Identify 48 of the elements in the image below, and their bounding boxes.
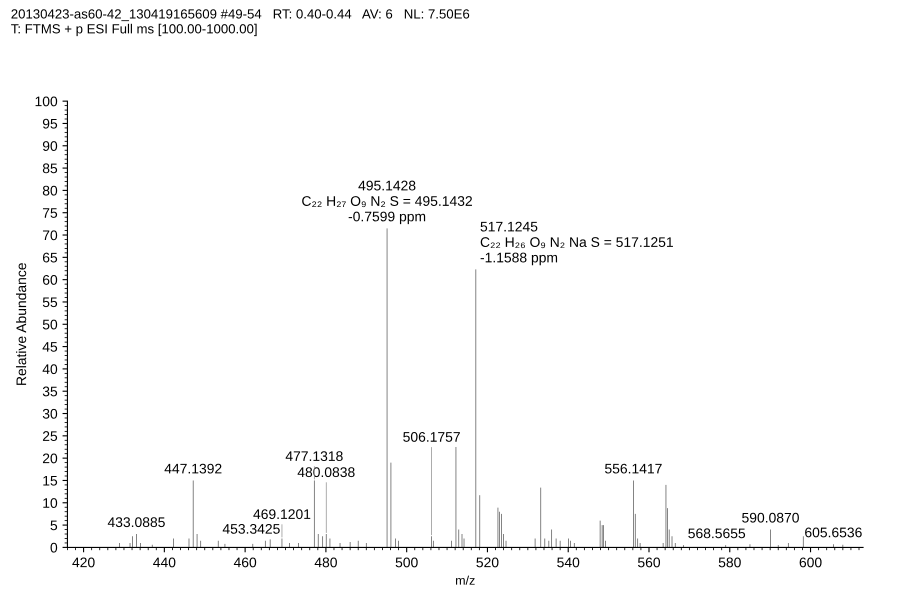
y-tick-label: 10 xyxy=(43,498,58,508)
y-tick-label: 80 xyxy=(42,186,58,196)
annotation: 517.1245 C₂₂ H₂₆ O₉ N₂ Na S = 517.1251 -1.1588 ppm xyxy=(480,222,673,266)
annotation: 477.1318 xyxy=(286,451,343,462)
x-tick-label: 600 xyxy=(800,557,822,568)
y-tick-label: 50 xyxy=(42,320,58,330)
y-tick-label: 70 xyxy=(42,230,58,240)
x-axis-title: m/z xyxy=(456,576,475,585)
y-axis-title: Relative Abundance xyxy=(16,263,26,385)
y-tick-label: 95 xyxy=(42,118,58,129)
x-tick-label: 440 xyxy=(153,557,176,568)
x-tick-label: 420 xyxy=(72,557,95,568)
y-tick-label: 5 xyxy=(50,520,58,530)
annotation: 453.3425 xyxy=(222,524,280,534)
y-tick-label: 20 xyxy=(42,453,58,464)
annotation: 447.1392 xyxy=(164,464,222,474)
y-tick-label: 55 xyxy=(42,297,58,308)
y-tick-label: 40 xyxy=(42,364,58,374)
x-tick-label: 540 xyxy=(557,557,580,568)
y-tick-label: 35 xyxy=(42,386,58,396)
y-tick-label: 15 xyxy=(43,476,58,486)
annotation: 590.0870 xyxy=(742,512,799,523)
x-tick-label: 460 xyxy=(234,557,256,568)
annotation: 605.6536 xyxy=(805,528,862,538)
y-tick-label: 100 xyxy=(36,96,58,106)
y-tick-label: 90 xyxy=(42,141,58,151)
x-tick-label: 560 xyxy=(638,557,660,568)
y-tick-label: 85 xyxy=(42,163,58,174)
y-tick-label: 65 xyxy=(42,252,58,263)
x-tick-label: 580 xyxy=(718,557,741,568)
y-tick-label: 0 xyxy=(50,542,58,553)
annotation: 506.1757 xyxy=(403,432,460,442)
annotation: 433.0885 xyxy=(108,517,165,528)
annotation: 568.5655 xyxy=(688,528,746,538)
x-tick-label: 480 xyxy=(314,557,337,568)
x-tick-label: 500 xyxy=(396,557,418,568)
chart-subtitle: T: FTMS + p ESI Full ms [100.00-1000.00] xyxy=(11,24,257,36)
chart-title: 20130423-as60-42_130419165609 #49-54 RT: 0.40-0.44 AV: 6 NL: 7.50E6 xyxy=(11,9,470,22)
x-tick-label: 520 xyxy=(476,557,498,568)
y-tick-label: 25 xyxy=(42,431,58,442)
y-tick-label: 30 xyxy=(42,408,58,419)
annotation: 495.1428 C₂₂ H₂₇ O₉ N₂ S = 495.1432 -0.7599 ppm xyxy=(302,180,472,224)
y-tick-label: 75 xyxy=(42,208,58,218)
annotation: 556.1417 xyxy=(605,464,662,474)
annotation: 480.0838 xyxy=(298,467,355,478)
y-tick-label: 60 xyxy=(42,274,58,285)
annotation: 469.1201 xyxy=(253,509,310,520)
y-tick-label: 45 xyxy=(42,342,58,352)
